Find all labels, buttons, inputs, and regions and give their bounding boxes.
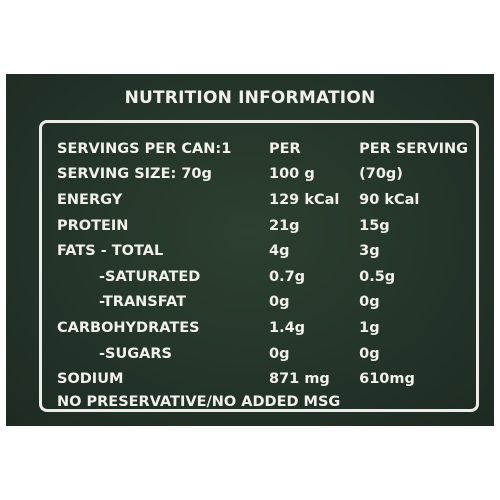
nutrient-label: -TRANSFAT xyxy=(99,294,186,311)
nutrient-row: PROTEIN 21g 15g xyxy=(57,213,476,239)
footer-note: NO PRESERVATIVE/NO ADDED MSG xyxy=(57,394,341,410)
per-100g-value: 1.4g xyxy=(269,319,306,336)
nutrient-label: PROTEIN xyxy=(57,217,129,234)
per-header: PER xyxy=(269,140,301,157)
per-100g-value: 21g xyxy=(269,217,300,234)
nutrient-row: FATS - TOTAL 4g 3g xyxy=(57,238,476,264)
nutrient-row: SODIUM 871 mg 610mg xyxy=(57,366,476,392)
nutrient-label: CARBOHYDRATES xyxy=(57,319,200,336)
nutrition-table: SERVINGS PER CAN:1 PER PER SERVING SERVI… xyxy=(57,136,476,392)
per-100g-value: 0g xyxy=(269,294,290,311)
nutrition-table-box: SERVINGS PER CAN:1 PER PER SERVING SERVI… xyxy=(39,120,479,412)
per-serving-value: 0g xyxy=(359,345,380,362)
nutrition-title: NUTRITION INFORMATION xyxy=(124,88,376,108)
nutrient-label: FATS - TOTAL xyxy=(57,243,164,260)
per-serving-value: (70g) xyxy=(359,166,403,183)
nutrient-row: -SUGARS 0g 0g xyxy=(57,341,476,367)
nutrient-row: ENERGY 129 kCal 90 kCal xyxy=(57,187,476,213)
nutrition-panel: NUTRITION INFORMATION SERVINGS PER CAN:1… xyxy=(6,74,494,426)
per-serving-value: 1g xyxy=(359,319,380,336)
per-100g-value: 100 g xyxy=(269,166,315,183)
nutrient-row: CARBOHYDRATES 1.4g 1g xyxy=(57,315,476,341)
per-serving-header: PER SERVING xyxy=(359,140,469,157)
per-100g-value: 871 mg xyxy=(269,371,330,388)
nutrient-label: SODIUM xyxy=(57,371,124,388)
per-100g-value: 4g xyxy=(269,243,290,260)
per-100g-value: 0g xyxy=(269,345,290,362)
per-serving-value: 3g xyxy=(359,243,380,260)
header-row: SERVINGS PER CAN:1 PER PER SERVING xyxy=(57,136,476,162)
nutrient-label: SERVING SIZE: 70g xyxy=(57,166,212,183)
per-serving-value: 90 kCal xyxy=(359,191,420,208)
per-100g-value: 129 kCal xyxy=(269,191,340,208)
per-serving-value: 610mg xyxy=(359,371,415,388)
per-serving-value: 0g xyxy=(359,294,380,311)
nutrient-label: -SATURATED xyxy=(99,268,201,285)
per-100g-value: 0.7g xyxy=(269,268,306,285)
servings-per-can: SERVINGS PER CAN:1 xyxy=(57,140,232,157)
nutrient-label: ENERGY xyxy=(57,191,123,208)
nutrient-row: SERVING SIZE: 70g 100 g (70g) xyxy=(57,162,476,188)
per-serving-value: 0.5g xyxy=(359,268,396,285)
nutrient-row: -SATURATED 0.7g 0.5g xyxy=(57,264,476,290)
per-serving-value: 15g xyxy=(359,217,390,234)
nutrient-row: -TRANSFAT 0g 0g xyxy=(57,290,476,316)
nutrient-label: -SUGARS xyxy=(99,345,172,362)
